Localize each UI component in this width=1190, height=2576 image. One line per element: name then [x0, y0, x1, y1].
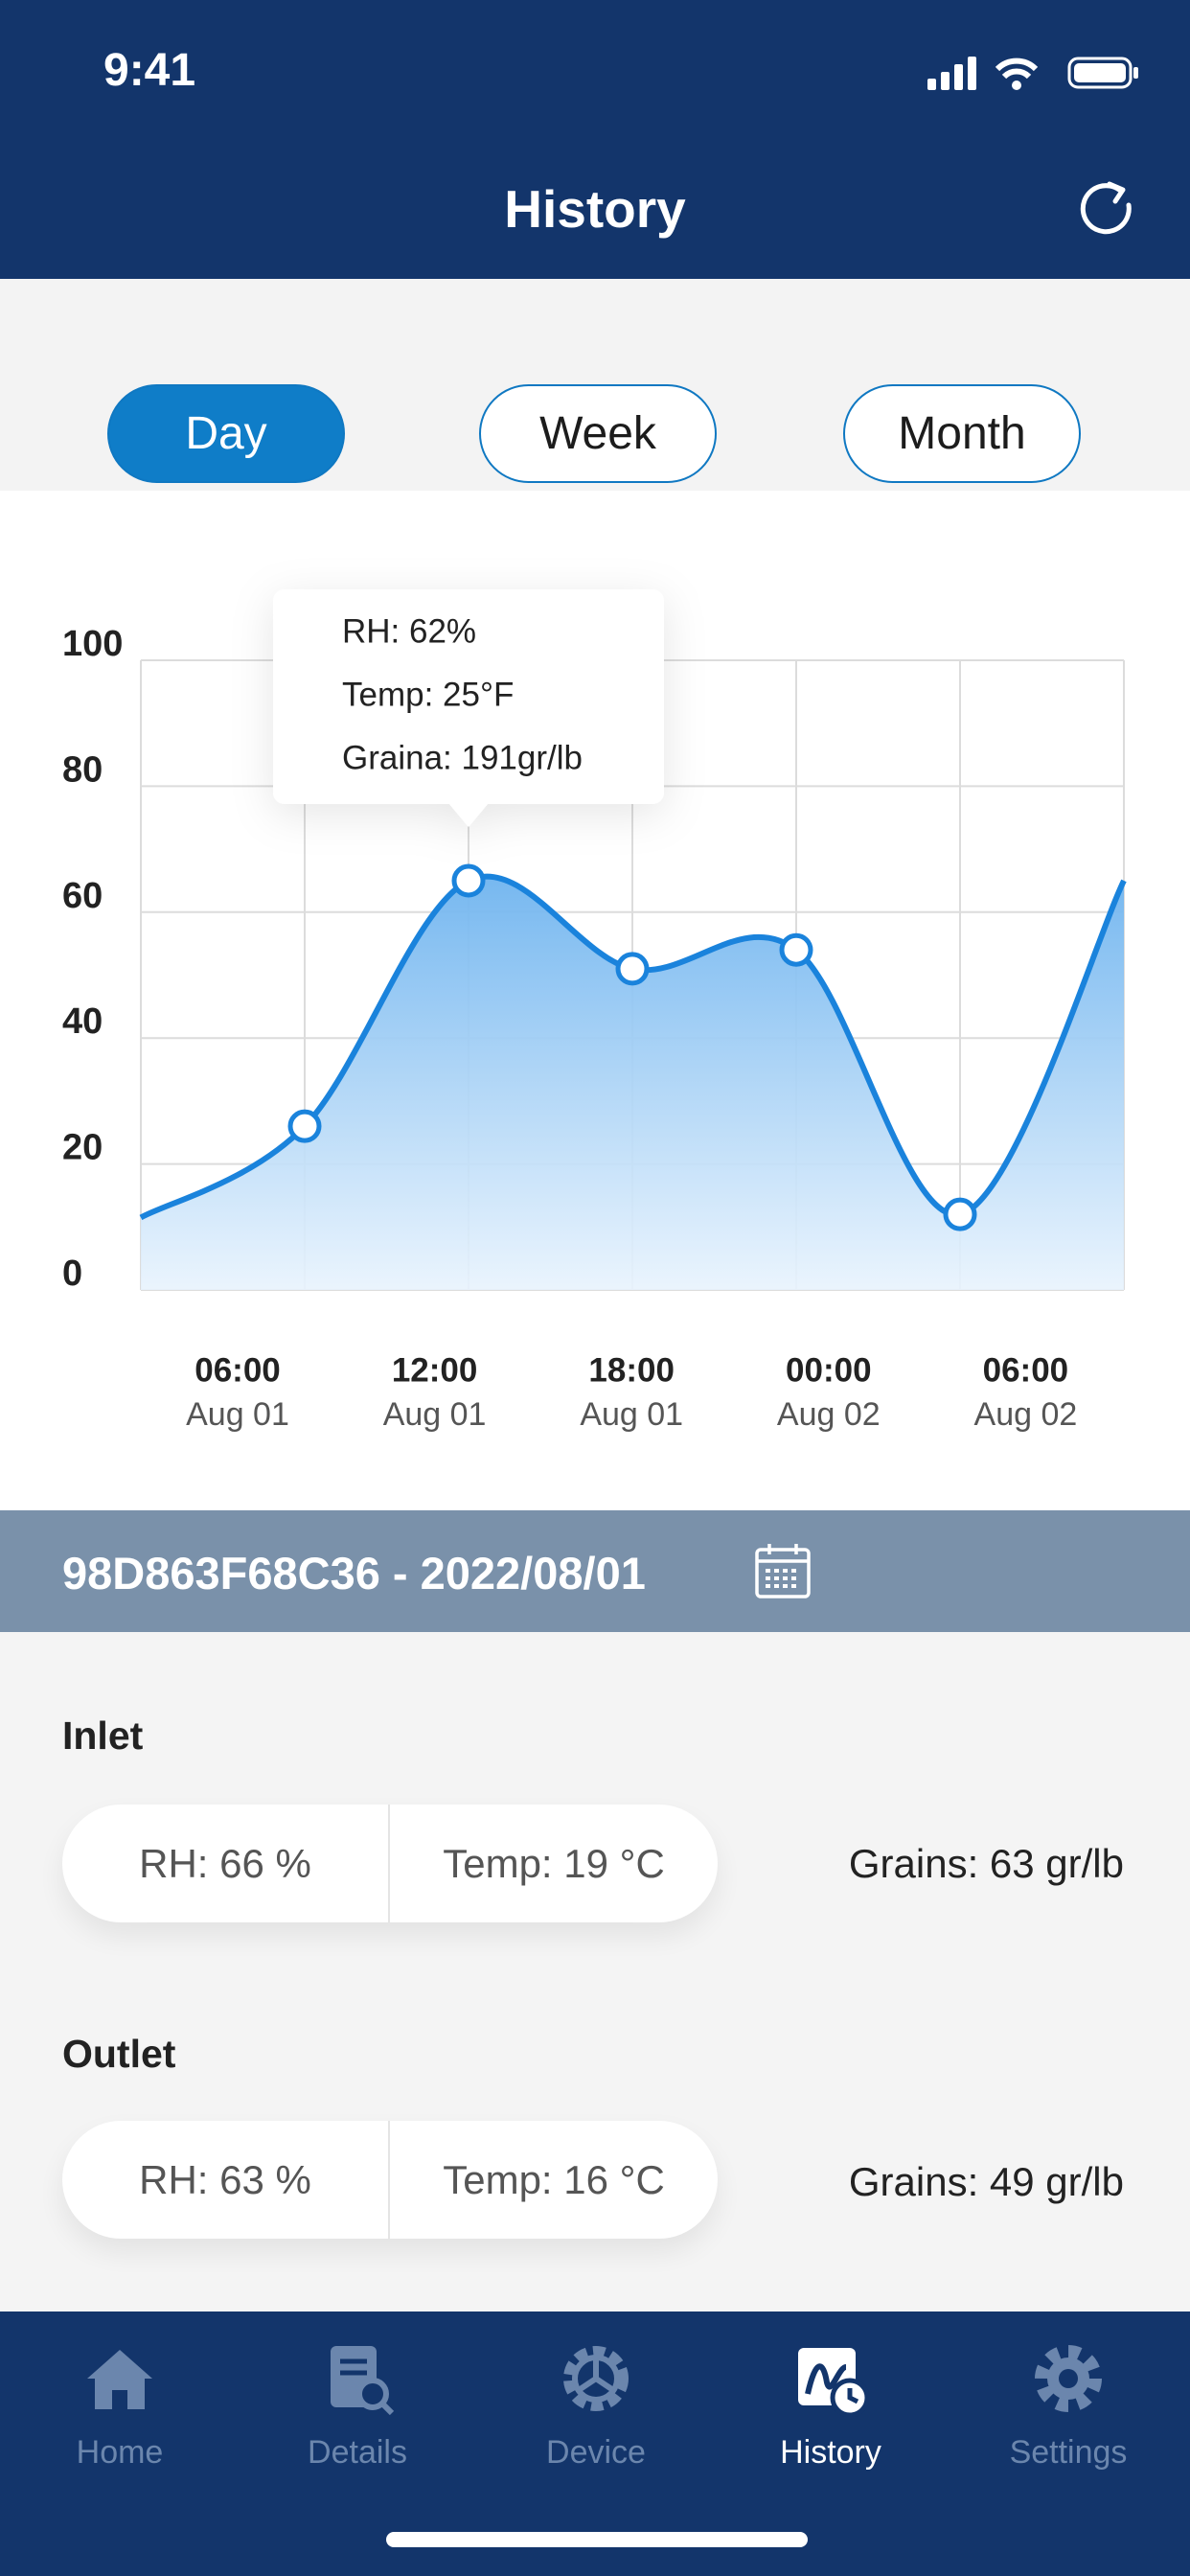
- nav-item[interactable]: History: [716, 2340, 946, 2472]
- outlet-temp: Temp: 16 °C: [443, 2156, 665, 2202]
- range-tab[interactable]: Week: [479, 384, 717, 483]
- chart-panel: 0 20 40 60 80 100 06:00 Aug 01 12:00 Aug 01 18:00 A…: [0, 491, 1190, 1510]
- nav-label: Device: [546, 2434, 646, 2471]
- x-tick-date: Aug 02: [974, 1396, 1078, 1433]
- page-title: History: [504, 179, 686, 239]
- tooltip-line: Graina: 191gr/lb: [342, 739, 583, 776]
- x-tick-label: 00:00: [786, 1351, 872, 1389]
- tooltip-line: RH: 62%: [342, 612, 476, 650]
- tooltip: [273, 589, 664, 827]
- outlet-rh: RH: 63 %: [139, 2156, 311, 2202]
- home-icon: [87, 2350, 152, 2409]
- nav-label: Settings: [1009, 2434, 1128, 2471]
- nav-item[interactable]: Device: [481, 2340, 711, 2472]
- line: [139, 873, 1127, 1221]
- y-tick-label: 100: [62, 624, 123, 664]
- tooltip-line: Temp: 25°F: [342, 676, 514, 713]
- history-icon: [798, 2348, 869, 2417]
- x-tick-label: 18:00: [588, 1351, 675, 1389]
- nav-item[interactable]: Home: [5, 2340, 235, 2472]
- nav-label: History: [780, 2434, 881, 2471]
- status-icons: [927, 57, 1138, 90]
- outlet-label: Outlet: [62, 2032, 176, 2076]
- point-marker: [943, 1197, 977, 1231]
- inlet-label: Inlet: [62, 1714, 144, 1758]
- x-tick-label: 06:00: [195, 1351, 281, 1389]
- inlet-readings: RH: 66 % Temp: 19 °C: [62, 1805, 718, 1922]
- header: 9:41 History: [0, 0, 1190, 279]
- range-tab[interactable]: Day: [107, 384, 345, 483]
- point-marker: [779, 932, 813, 967]
- nav-label: Details: [308, 2434, 407, 2471]
- inlet-temp: Temp: 19 °C: [443, 1840, 665, 1886]
- x-tick-label: 12:00: [392, 1351, 478, 1389]
- range-tab[interactable]: Month: [843, 384, 1081, 483]
- section-bar: 98D863F68C36 - 2022/08/01: [0, 1510, 1190, 1632]
- x-tick-label: 06:00: [983, 1351, 1069, 1389]
- device-icon: [563, 2346, 629, 2411]
- inlet-grains: Grains: 63 gr/lb: [848, 1841, 1124, 1886]
- inlet-rh: RH: 66 %: [139, 1840, 311, 1886]
- nav-item[interactable]: Settings: [953, 2340, 1183, 2472]
- y-tick-label: 40: [62, 1001, 103, 1042]
- range-tabs: Day Week Month: [0, 279, 1190, 491]
- nav-item[interactable]: Details: [242, 2340, 472, 2472]
- x-tick-date: Aug 02: [777, 1396, 881, 1433]
- calendar-button[interactable]: [753, 1541, 812, 1600]
- point-marker: [615, 952, 650, 986]
- x-tick-date: Aug 01: [383, 1396, 487, 1433]
- point-marker: [287, 1109, 322, 1143]
- section-title: 98D863F68C36 - 2022/08/01: [62, 1548, 646, 1598]
- y-tick-label: 20: [62, 1128, 103, 1168]
- divider: [388, 1805, 390, 1922]
- settings-icon: [1035, 2345, 1102, 2412]
- outlet-grains: Grains: 49 gr/lb: [848, 2159, 1124, 2204]
- tooltip-box: [273, 589, 664, 827]
- y-tick-label: 80: [62, 749, 103, 790]
- y-tick-label: 0: [62, 1254, 82, 1294]
- point-marker: [451, 863, 486, 898]
- divider: [388, 2121, 390, 2239]
- home-indicator: [386, 2532, 808, 2547]
- chart: 0 20 40 60 80 100 06:00 Aug 01 12:00 Aug 01 18:00 A…: [62, 589, 1127, 1433]
- x-tick-date: Aug 01: [580, 1396, 683, 1433]
- x-tick-date: Aug 01: [186, 1396, 289, 1433]
- area: [141, 876, 1124, 1290]
- outlet-readings: RH: 63 % Temp: 16 °C: [62, 2121, 718, 2239]
- details-icon: [331, 2346, 395, 2416]
- refresh-button[interactable]: [1073, 176, 1140, 243]
- y-tick-label: 60: [62, 876, 103, 916]
- nav-label: Home: [76, 2434, 164, 2471]
- status-time: 9:41: [103, 45, 196, 96]
